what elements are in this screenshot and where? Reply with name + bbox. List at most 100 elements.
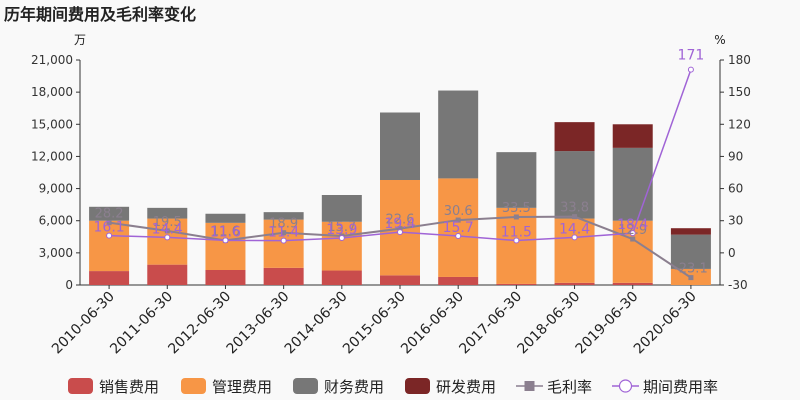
right-axis-unit: %	[714, 33, 725, 47]
period-expense-point	[222, 237, 229, 244]
admin-bar	[205, 222, 246, 270]
right-tick-label: 150	[728, 85, 751, 99]
finance-bar	[380, 112, 420, 180]
period-expense-label: 15.7	[443, 220, 474, 236]
sales-bar	[89, 271, 130, 285]
sales-bar	[554, 282, 595, 285]
gross-margin-label: 12.9	[618, 223, 647, 238]
period-expense-point	[513, 237, 520, 244]
legend-gross-margin-marker	[524, 381, 535, 391]
finance-bar	[321, 195, 362, 222]
period-expense-point	[338, 234, 345, 241]
period-expense-label: 18.4	[617, 217, 648, 233]
legend-finance-label: 财务费用	[324, 378, 384, 396]
finance-bar	[205, 213, 246, 223]
x-tick-label: 2020-06-30	[631, 289, 700, 358]
period-expense-point	[687, 66, 694, 73]
data-labels: 28.2 19.5 11.6 18.9 15.7 22.6 30.6 33.5 33.8 12.9…	[94, 48, 708, 277]
rnd-bar	[670, 228, 711, 235]
finance-bar	[438, 90, 479, 179]
period-expense-label: 14.4	[152, 221, 183, 237]
period-expense-point	[397, 229, 403, 236]
left-tick-label: 21,000	[31, 53, 73, 67]
period-expense-point	[280, 237, 287, 244]
left-tick-label: 18,000	[31, 85, 73, 99]
legend-gross-margin-label: 毛利率	[547, 378, 592, 396]
gross-margin-label: 15.7	[327, 220, 356, 235]
admin-bar	[321, 221, 362, 271]
gross-margin-label: 33.5	[502, 201, 531, 216]
legend-rnd-swatch	[405, 378, 430, 394]
legend-finance-swatch	[293, 378, 318, 394]
period-expense-label: 11.5	[501, 225, 532, 241]
finance-bar	[612, 147, 653, 221]
rnd-bar	[612, 124, 653, 148]
finance-bar	[496, 152, 537, 208]
period-expense-label: 19.4	[384, 216, 415, 232]
left-tick-label: 9,000	[39, 182, 73, 196]
gross-margin-label: 18.9	[269, 217, 298, 232]
admin-bar	[496, 207, 537, 284]
finance-bar	[554, 151, 595, 219]
sales-bar	[321, 270, 362, 285]
finance-bar	[670, 234, 711, 269]
right-tick-label: -30	[728, 278, 748, 292]
legend-admin-label: 管理费用	[212, 378, 272, 396]
admin-bar	[438, 178, 479, 277]
right-tick-label: 60	[728, 182, 743, 196]
admin-bar	[89, 220, 130, 272]
period-expense-point	[164, 234, 171, 241]
finance-bar	[147, 207, 188, 219]
legend-rnd-label: 研发费用	[436, 378, 496, 396]
gross-margin-point	[688, 275, 694, 281]
period-expense-point	[629, 230, 636, 237]
legend-period-expense-marker	[618, 379, 633, 393]
sales-bar	[263, 267, 304, 285]
legend: 销售费用 管理费用 财务费用 研发费用 毛利率 期间费用率	[68, 378, 718, 396]
legend-period-expense-label: 期间费用率	[643, 378, 718, 396]
gross-margin-label: -23.1	[674, 262, 708, 277]
lines	[106, 66, 694, 281]
left-tick-label: 12,000	[31, 149, 73, 163]
gross-margin-label: 11.6	[211, 224, 240, 239]
bars	[89, 90, 711, 285]
gross-margin-point	[281, 230, 287, 236]
sales-bar	[147, 264, 188, 285]
sales-bar	[438, 276, 479, 285]
legend-sales-label: 销售费用	[99, 378, 159, 396]
sales-bar	[612, 282, 653, 285]
gross-margin-point	[572, 214, 578, 220]
admin-bar	[263, 219, 304, 268]
admin-bar	[554, 218, 595, 283]
period-expense-label: 14.4	[559, 221, 590, 237]
gross-margin-label: 22.6	[386, 213, 415, 228]
right-tick-label: 90	[728, 149, 743, 163]
finance-bar	[263, 212, 304, 220]
chart-title: 历年期间费用及毛利率变化	[4, 5, 196, 24]
finance-bar	[89, 206, 130, 221]
gross-margin-label: 30.6	[444, 204, 473, 219]
left-axis-unit: 万	[74, 33, 86, 47]
rnd-bar	[554, 122, 595, 152]
sales-bar	[496, 283, 537, 285]
gross-margin-point	[630, 236, 636, 242]
period-expense-label: 13.9	[326, 222, 357, 238]
left-tick-label: 6,000	[39, 214, 73, 228]
right-tick-label: 180	[728, 53, 751, 67]
right-tick-label: 120	[728, 117, 751, 131]
legend-sales-swatch	[68, 378, 93, 394]
period-expense-label: 11.4	[268, 225, 299, 241]
period-expense-point	[106, 232, 113, 239]
period-expense-point	[571, 234, 578, 241]
gross-margin-point	[455, 217, 461, 223]
gross-margin-point	[164, 228, 170, 234]
sales-bar	[380, 275, 420, 285]
right-tick-label: 0	[728, 246, 736, 260]
left-tick-label: 15,000	[31, 117, 73, 131]
period-expense-point	[455, 233, 462, 240]
legend-admin-swatch	[181, 378, 206, 394]
right-tick-label: 30	[728, 214, 743, 228]
admin-bar	[147, 218, 188, 265]
period-expense-label: 11.6	[210, 224, 241, 240]
